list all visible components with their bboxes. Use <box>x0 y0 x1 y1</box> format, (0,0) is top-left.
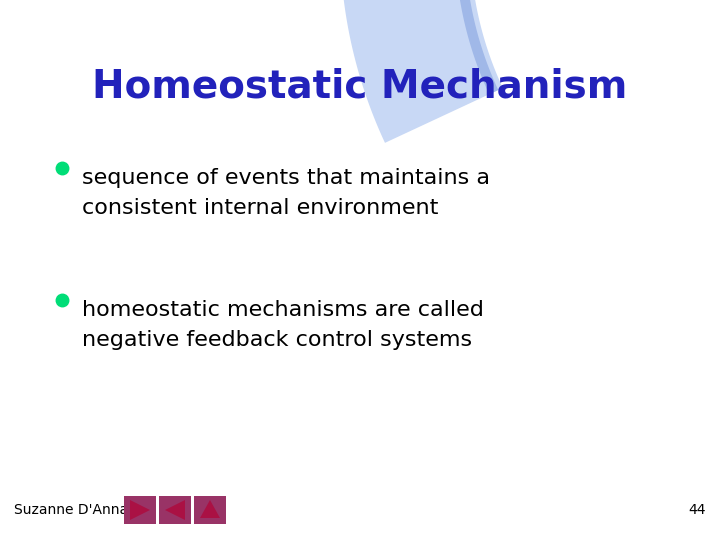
Text: sequence of events that maintains a
consistent internal environment: sequence of events that maintains a cons… <box>82 168 490 218</box>
Polygon shape <box>200 500 220 518</box>
Bar <box>124 496 156 524</box>
Polygon shape <box>130 500 150 520</box>
Text: homeostatic mechanisms are called
negative feedback control systems: homeostatic mechanisms are called negati… <box>82 300 484 349</box>
Bar <box>159 496 191 524</box>
Polygon shape <box>455 0 720 94</box>
Text: Suzanne D'Anna: Suzanne D'Anna <box>14 503 128 517</box>
Bar <box>194 496 226 524</box>
Polygon shape <box>340 0 720 143</box>
Text: Homeostatic Mechanism: Homeostatic Mechanism <box>92 68 628 106</box>
Polygon shape <box>165 500 185 520</box>
Text: 44: 44 <box>688 503 706 517</box>
